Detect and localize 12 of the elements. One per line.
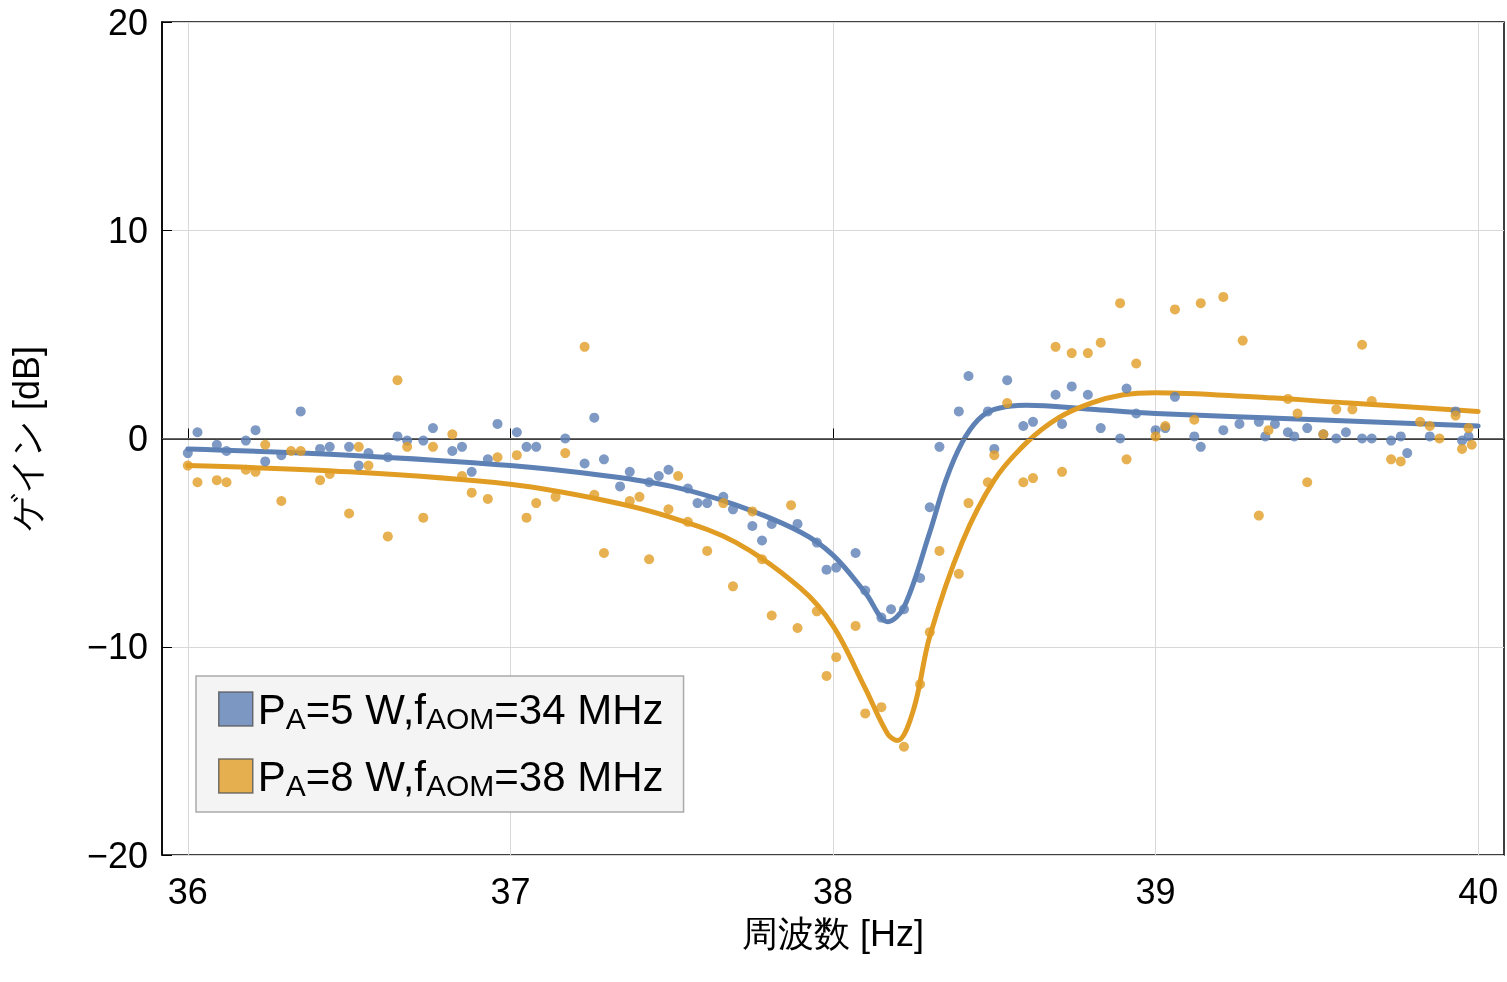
y-tick-label: 20 <box>107 1 148 43</box>
x-tick-label: 37 <box>490 870 531 912</box>
y-tick-label: 10 <box>107 209 148 251</box>
y-tick-label: 0 <box>127 418 148 459</box>
y-axis-title: ゲイン [dB] <box>5 345 47 532</box>
x-tick-label: 36 <box>167 870 208 912</box>
x-tick-label: 38 <box>812 870 854 912</box>
x-tick-label: 40 <box>1458 870 1499 912</box>
y-tick-label: −10 <box>86 626 148 668</box>
y-tick-label: −20 <box>86 834 148 876</box>
x-axis-title: 周波数 [Hz] <box>741 912 925 954</box>
x-tick-label: 39 <box>1135 870 1176 912</box>
